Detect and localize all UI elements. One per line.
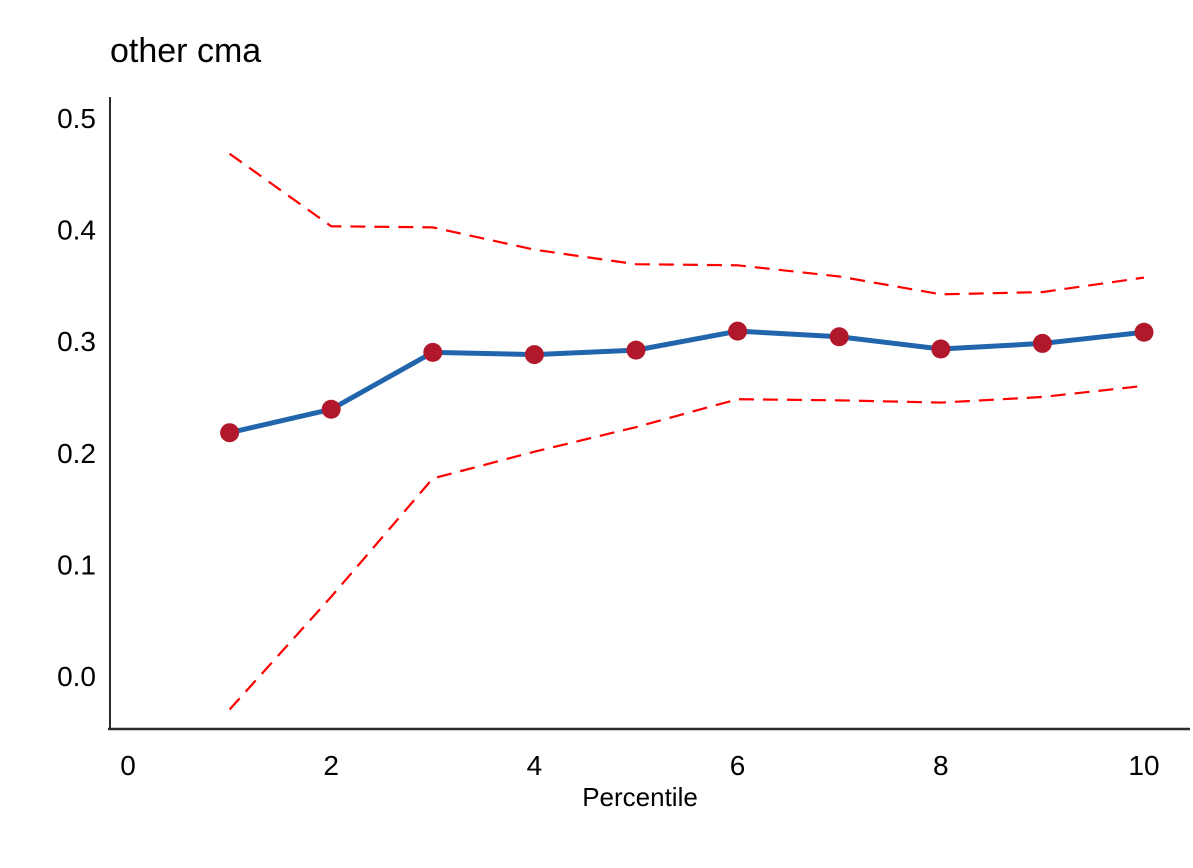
y-tick-label: 0.5 (57, 103, 96, 134)
point-estimate-marker (220, 423, 240, 443)
upper-bound-dashed-line (228, 152, 1145, 296)
point-estimate-marker (1134, 322, 1154, 342)
point-estimate-marker (626, 340, 646, 360)
x-tick-label: 10 (1128, 750, 1159, 781)
x-tick-label: 2 (323, 750, 339, 781)
y-tick-label: 0.2 (57, 438, 96, 469)
y-tick-label: 0.4 (57, 215, 96, 246)
point-estimate-marker (524, 345, 544, 365)
point-estimate-marker (321, 399, 341, 419)
x-tick-label: 6 (730, 750, 746, 781)
x-axis-tick-labels: 0 2 4 6 8 10 (120, 750, 1159, 781)
point-estimate-marker (829, 327, 849, 347)
point-estimate-marker (931, 339, 951, 359)
series-layer (220, 152, 1154, 711)
chart-title: other cma (110, 32, 261, 70)
y-tick-label: 0.1 (57, 549, 96, 580)
x-axis-title: Percentile (582, 782, 698, 812)
x-tick-label: 4 (527, 750, 543, 781)
y-axis-tick-labels: 0.0 0.1 0.2 0.3 0.4 0.5 (57, 103, 96, 692)
y-tick-label: 0.3 (57, 326, 96, 357)
lower-bound-dashed-line (228, 384, 1145, 711)
point-estimate-marker (728, 321, 748, 341)
x-tick-label: 8 (933, 750, 949, 781)
y-tick-label: 0.0 (57, 661, 96, 692)
point-estimate-marker (1032, 333, 1052, 353)
x-tick-label: 0 (120, 750, 136, 781)
point-estimate-line (227, 328, 1147, 436)
point-estimate-marker (423, 342, 443, 362)
